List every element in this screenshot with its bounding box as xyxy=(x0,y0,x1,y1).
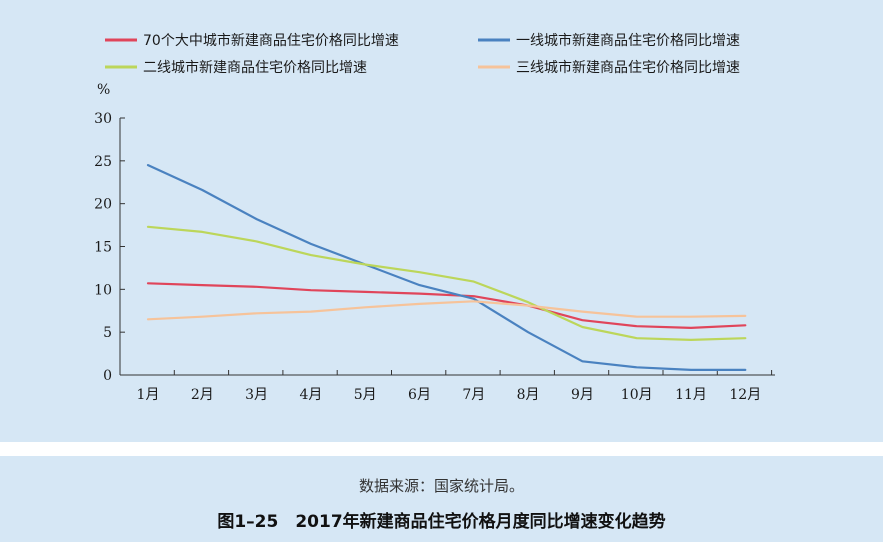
x-tick-label: 6月 xyxy=(408,387,431,403)
x-tick-label: 8月 xyxy=(517,387,540,403)
x-tick-label: 11月 xyxy=(675,387,707,403)
x-tick-label: 1月 xyxy=(137,387,160,403)
y-tick-label: 20 xyxy=(94,197,112,213)
axes: % 0 5 10 15 20 25 30 1月 2月 3月 4月 5月 6月 7月 8月 9月 10月 11月 12月 xyxy=(94,82,775,403)
legend-label-3: 三线城市新建商品住宅价格同比增速 xyxy=(516,59,740,76)
x-tick-label: 4月 xyxy=(299,387,322,403)
x-tick-label: 10月 xyxy=(621,387,653,403)
y-tick-label: 0 xyxy=(103,368,112,384)
x-tick-label: 2月 xyxy=(191,387,214,403)
source-note: 数据来源：国家统计局。 xyxy=(358,477,524,495)
x-tick-label: 7月 xyxy=(462,387,485,403)
y-tick-label: 15 xyxy=(94,240,112,256)
y-tick-label: 30 xyxy=(94,111,112,127)
chart-panel: 70个大中城市新建商品住宅价格同比增速 一线城市新建商品住宅价格同比增速二线城市新… xyxy=(0,0,883,442)
figure-title: 图1–25 2017年新建商品住宅价格月度同比增速变化趋势 xyxy=(217,512,666,532)
legend-label-0: 70个大中城市新建商品住宅价格同比增速 xyxy=(143,32,399,49)
y-axis-unit-label: % xyxy=(97,82,110,98)
series-line-2 xyxy=(146,225,747,341)
series-line-3 xyxy=(146,300,747,321)
y-tick-label: 25 xyxy=(94,154,112,170)
y-tick-label: 10 xyxy=(94,282,112,298)
series-lines xyxy=(146,164,747,371)
x-tick-label: 9月 xyxy=(571,387,594,403)
x-tick-label: 5月 xyxy=(354,387,377,403)
x-tick-label: 3月 xyxy=(245,387,268,403)
legend-label-1: 一线城市新建商品住宅价格同比增速 xyxy=(516,32,740,49)
series-line-1 xyxy=(146,164,747,371)
caption-panel xyxy=(0,456,883,542)
line-chart: 70个大中城市新建商品住宅价格同比增速 一线城市新建商品住宅价格同比增速二线城市新… xyxy=(94,32,775,403)
legend-label-2: 二线城市新建商品住宅价格同比增速 xyxy=(143,59,367,76)
x-tick-label: 12月 xyxy=(729,387,761,403)
legend: 70个大中城市新建商品住宅价格同比增速 一线城市新建商品住宅价格同比增速二线城市新… xyxy=(105,32,740,76)
y-tick-label: 5 xyxy=(103,325,112,341)
series-line-0 xyxy=(146,282,747,329)
